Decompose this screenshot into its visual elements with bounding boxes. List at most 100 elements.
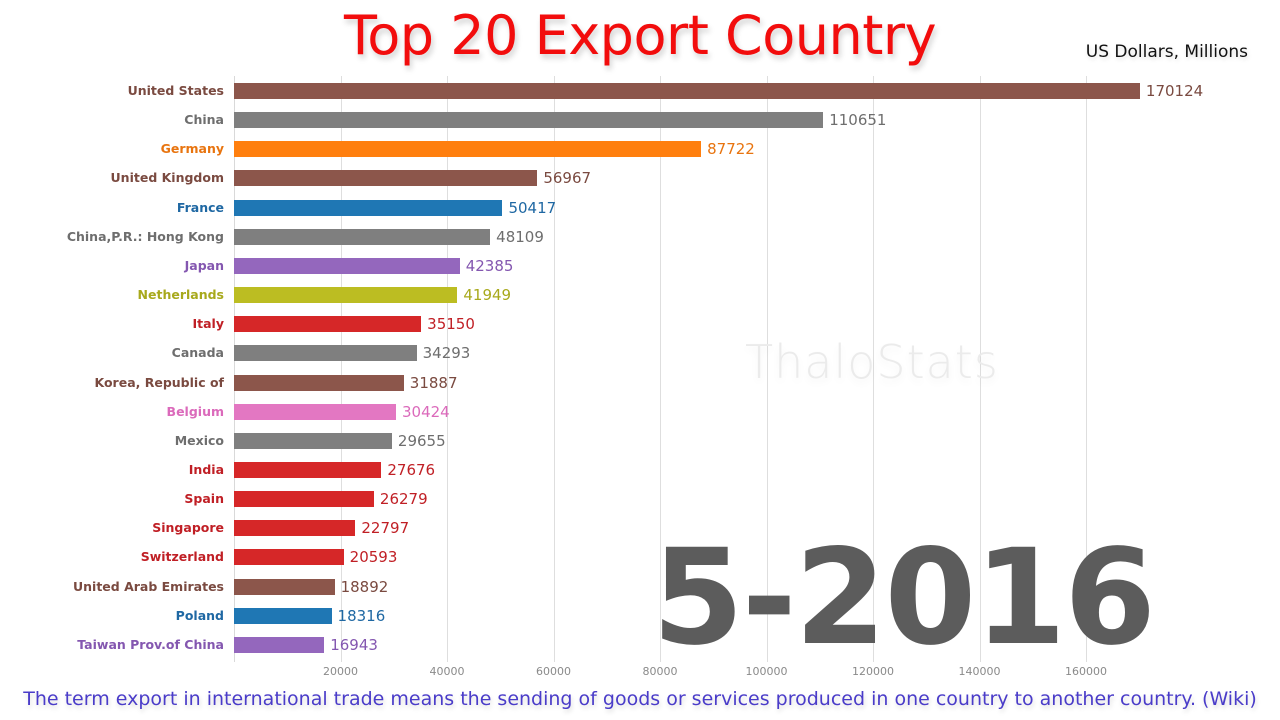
country-label: United Kingdom	[110, 170, 224, 186]
gridline	[873, 76, 874, 662]
value-label: 34293	[422, 344, 471, 363]
bar-row: France 50417	[0, 198, 1280, 218]
bar-row: Poland 18316	[0, 606, 1280, 626]
value-label: 48109	[496, 227, 544, 246]
bar	[234, 287, 458, 304]
bar	[234, 403, 396, 420]
gridline	[766, 76, 768, 662]
value-label: 41949	[463, 286, 512, 305]
value-label: 18892	[340, 577, 389, 596]
country-label: Belgium	[166, 403, 224, 419]
value-label: 26279	[379, 490, 428, 509]
bar-row: United Arab Emirates 18892	[0, 577, 1280, 597]
value-label: 110651	[829, 111, 887, 130]
watermark: ThaloStats	[745, 335, 999, 389]
value-label: 16943	[330, 635, 378, 654]
x-tick-label: 60000	[536, 665, 571, 678]
country-label: United Arab Emirates	[72, 578, 224, 594]
bar	[234, 607, 332, 624]
bar-row: China 110651	[0, 110, 1280, 130]
caption: The term export in international trade m…	[23, 688, 1257, 710]
value-label: 18316	[337, 606, 386, 625]
chart-title: Top 20 Export Country	[343, 4, 937, 67]
gridline	[660, 76, 661, 662]
value-label: 170124	[1145, 82, 1204, 100]
value-label: 42385	[465, 256, 514, 275]
country-label: India	[188, 461, 224, 477]
bar	[234, 170, 538, 187]
value-label: 29655	[397, 431, 446, 450]
x-tick-label: 100000	[745, 665, 788, 678]
bar-row: China,P.R.: Hong Kong 48109	[0, 227, 1280, 247]
bar-row: Korea, Republic of 31887	[0, 373, 1280, 393]
bar	[234, 549, 344, 566]
country-label: Canada	[171, 345, 224, 361]
value-label: 20593	[349, 548, 398, 567]
country-label: Mexico	[174, 432, 224, 448]
value-label: 50417	[508, 198, 557, 217]
bar	[234, 112, 824, 129]
country-label: Singapore	[152, 520, 224, 536]
bar-row: Japan 42385	[0, 256, 1280, 276]
bar-row: Singapore 22797	[0, 518, 1280, 538]
value-label: 35150	[427, 315, 475, 334]
bar-row: Spain 26279	[0, 489, 1280, 509]
country-label: Taiwan Prov.of China	[77, 636, 224, 652]
country-label: Spain	[184, 491, 224, 507]
country-label: Germany	[160, 141, 224, 157]
bar	[234, 228, 491, 245]
bar	[234, 520, 356, 537]
country-label: Switzerland	[140, 549, 224, 565]
value-label: 27676	[387, 460, 436, 479]
country-label: Poland	[175, 607, 224, 623]
plot-area: 20000 40000 60000 80000 100000 120000 140000 16…	[234, 76, 1280, 678]
bar-row: Taiwan Prov.of China 16943	[0, 635, 1280, 655]
bar-row: United Kingdom 56967	[0, 168, 1280, 188]
x-tick-label: 120000	[852, 665, 894, 678]
value-label: 22797	[361, 519, 410, 538]
gridline	[1086, 76, 1087, 662]
x-tick-label: 40000	[429, 665, 465, 678]
bar-row: Canada 34293	[0, 343, 1280, 363]
country-label: Italy	[192, 316, 225, 332]
bar-row: United States 170124	[0, 81, 1280, 101]
bar	[234, 461, 382, 478]
value-label: 87722	[707, 140, 755, 159]
bar-row: Netherlands 41949	[0, 285, 1280, 305]
x-tick-label: 160000	[1065, 665, 1107, 678]
bar	[234, 199, 503, 216]
bar	[234, 257, 460, 274]
value-label: 30424	[402, 402, 450, 421]
country-label: France	[176, 199, 224, 215]
bar	[234, 636, 325, 653]
country-label: Korea, Republic of	[94, 374, 225, 390]
bar	[234, 141, 702, 158]
x-tick-label: 80000	[642, 665, 678, 678]
country-label: Japan	[184, 257, 224, 273]
bar	[234, 83, 1140, 99]
gridline	[340, 76, 342, 662]
bar-row: Italy 35150	[0, 314, 1280, 334]
bar-row: India 27676	[0, 460, 1280, 480]
period-label: 5-2016	[652, 521, 1156, 675]
value-label: 56967	[543, 169, 592, 188]
x-tick-label: 140000	[958, 665, 1001, 678]
gridline	[553, 76, 555, 662]
x-tick-label: 20000	[323, 665, 358, 678]
country-label: China,P.R.: Hong Kong	[66, 228, 224, 244]
bar	[234, 345, 417, 362]
bar	[234, 491, 374, 508]
country-label: Netherlands	[137, 287, 224, 303]
bar	[234, 432, 392, 449]
bar	[234, 316, 422, 333]
gridline	[447, 76, 448, 662]
bar	[234, 374, 404, 391]
y-axis-line	[234, 76, 235, 662]
bar-row: Mexico 29655	[0, 431, 1280, 451]
units-label: US Dollars, Millions	[1085, 42, 1248, 62]
country-label: United States	[127, 83, 224, 98]
bar-row: Belgium 30424	[0, 402, 1280, 422]
value-label: 31887	[409, 373, 458, 392]
gridline	[979, 76, 981, 662]
bar-row: Switzerland 20593	[0, 547, 1280, 567]
